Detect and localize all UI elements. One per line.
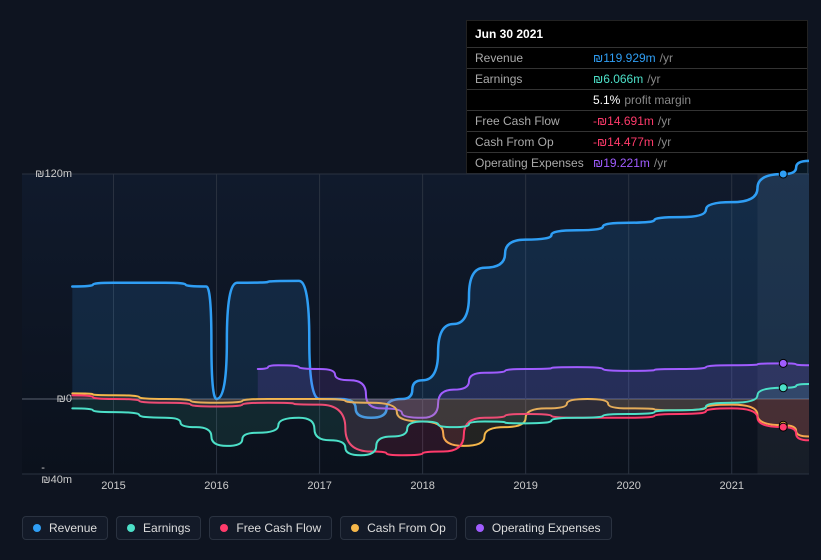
x-axis-label: 2019	[513, 480, 537, 492]
tooltip-metric-label: Revenue	[475, 50, 593, 66]
tooltip-metric-unit: profit margin	[624, 92, 691, 108]
legend-label: Earnings	[143, 521, 190, 535]
x-axis-label: 2020	[616, 480, 640, 492]
tooltip-metric-label: Free Cash Flow	[475, 113, 593, 129]
legend-item[interactable]: Earnings	[116, 516, 201, 540]
tooltip-date: Jun 30 2021	[467, 21, 807, 47]
legend-item[interactable]: Cash From Op	[340, 516, 457, 540]
tooltip-metric-unit: /yr	[658, 113, 671, 129]
legend-dot-icon	[476, 524, 484, 532]
x-axis-label: 2018	[410, 480, 434, 492]
tooltip-metric-value: 5.1%	[593, 92, 620, 108]
financial-chart: ₪120m ₪0 -₪40m 2015 2016 2017 2018 2019 2020 202…	[12, 150, 809, 500]
tooltip-metric-label: Cash From Op	[475, 134, 593, 150]
x-axis-label: 2017	[307, 480, 331, 492]
legend-item[interactable]: Free Cash Flow	[209, 516, 332, 540]
x-axis-label: 2021	[719, 480, 743, 492]
tooltip-row: Earnings₪6.066m/yr	[467, 68, 807, 89]
tooltip-metric-value: ₪119.929m	[593, 50, 656, 66]
legend-dot-icon	[220, 524, 228, 532]
legend-dot-icon	[351, 524, 359, 532]
legend-dot-icon	[127, 524, 135, 532]
chart-legend: Revenue Earnings Free Cash Flow Cash From O…	[22, 516, 612, 540]
y-axis-label: -₪40m	[41, 462, 72, 486]
legend-label: Free Cash Flow	[236, 521, 321, 535]
x-axis-label: 2016	[204, 480, 228, 492]
tooltip-metric-unit: /yr	[658, 134, 671, 150]
tooltip-row: Cash From Op-₪14.477m/yr	[467, 131, 807, 152]
tooltip-metric-value: ₪6.066m	[593, 71, 643, 87]
tooltip-metric-unit: /yr	[660, 50, 673, 66]
tooltip-row: Free Cash Flow-₪14.691m/yr	[467, 110, 807, 131]
legend-label: Operating Expenses	[492, 521, 601, 535]
tooltip-metric-unit: /yr	[647, 71, 660, 87]
y-axis-label: ₪120m	[35, 168, 72, 180]
tooltip-metric-value: -₪14.477m	[593, 134, 654, 150]
legend-item[interactable]: Revenue	[22, 516, 108, 540]
x-axis-label: 2015	[101, 480, 125, 492]
y-axis-label: ₪0	[57, 393, 72, 405]
tooltip-row: Revenue₪119.929m/yr	[467, 47, 807, 68]
legend-item[interactable]: Operating Expenses	[465, 516, 612, 540]
legend-label: Revenue	[49, 521, 97, 535]
tooltip-row: 5.1%profit margin	[467, 89, 807, 110]
legend-dot-icon	[33, 524, 41, 532]
legend-label: Cash From Op	[367, 521, 446, 535]
tooltip-metric-label: Earnings	[475, 71, 593, 87]
tooltip-metric-value: -₪14.691m	[593, 113, 654, 129]
